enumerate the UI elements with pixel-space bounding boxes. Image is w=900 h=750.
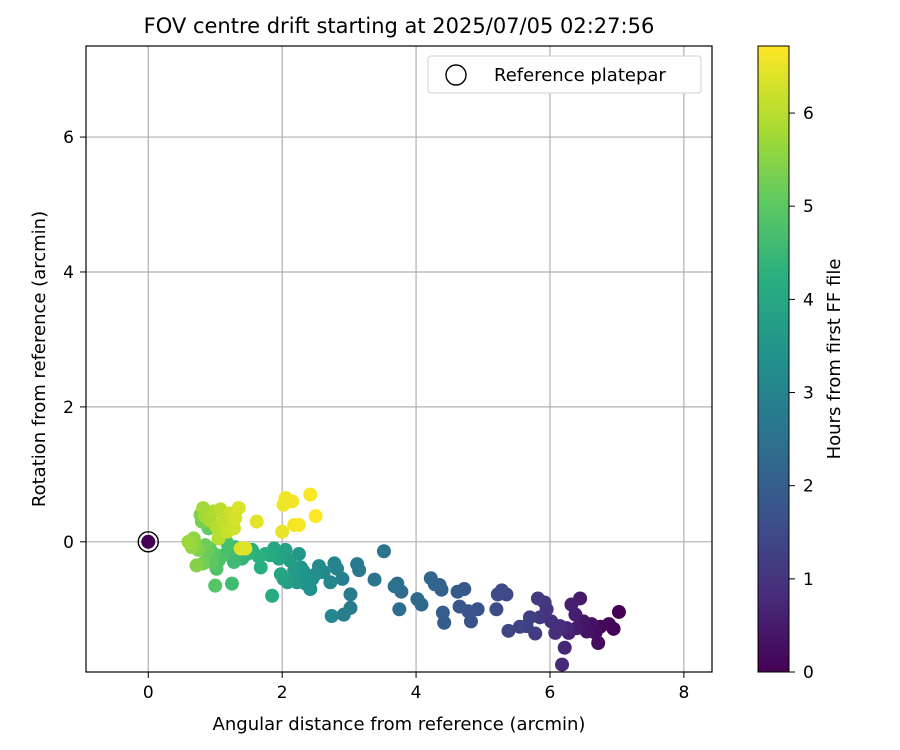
data-point (189, 558, 204, 573)
x-tick-label: 2 (277, 683, 288, 703)
data-point (489, 602, 504, 617)
colorbar-label: Hours from first FF file (824, 259, 845, 460)
y-axis-label: Rotation from reference (arcmin) (29, 211, 50, 507)
x-axis-label: Angular distance from reference (arcmin) (213, 714, 586, 735)
x-tick-label: 0 (143, 683, 154, 703)
colorbar-gradient (757, 45, 790, 673)
data-point (265, 588, 280, 603)
data-point (490, 587, 505, 602)
data-point (392, 602, 407, 617)
data-point (323, 575, 338, 590)
data-point (224, 576, 239, 591)
colorbar: 0 1 2 3 4 5 6 Hours from first FF file (757, 45, 845, 683)
data-point (253, 560, 268, 575)
grid-lines (86, 46, 712, 672)
data-point (343, 587, 358, 602)
data-point (557, 640, 572, 655)
data-point (452, 599, 467, 614)
data-point (532, 610, 547, 625)
data-point (181, 534, 196, 549)
colorbar-tick-label: 5 (803, 197, 814, 217)
data-point (249, 514, 264, 529)
plot-frame (85, 45, 713, 673)
x-axis-ticks: 0 2 4 6 8 (143, 672, 689, 703)
reference-point (141, 534, 156, 549)
y-axis-ticks: 0 2 4 6 (63, 128, 86, 553)
reference-ring (137, 531, 159, 553)
x-tick-label: 8 (678, 683, 689, 703)
data-point (544, 614, 559, 629)
data-point (564, 597, 579, 612)
data-point (555, 657, 570, 672)
y-tick-label: 0 (63, 533, 74, 553)
y-tick-label: 4 (63, 263, 74, 283)
data-point (226, 555, 241, 570)
chart-title: FOV centre drift starting at 2025/07/05 … (144, 14, 655, 38)
data-point (530, 591, 545, 606)
data-point (283, 553, 298, 568)
data-point (285, 494, 300, 509)
x-tick-label: 6 (545, 683, 556, 703)
y-tick-label: 6 (63, 128, 74, 148)
data-point (450, 584, 465, 599)
x-tick-label: 4 (411, 683, 422, 703)
data-point (208, 578, 223, 593)
data-point (387, 579, 402, 594)
data-point (273, 567, 288, 582)
reference-marker (137, 531, 159, 553)
colorbar-tick-label: 0 (803, 663, 814, 683)
colorbar-tick-label: 3 (803, 384, 814, 404)
data-point (336, 607, 351, 622)
data-point (350, 557, 365, 572)
data-point (327, 556, 342, 571)
data-point (548, 625, 563, 640)
data-point (512, 619, 527, 634)
data-point (611, 604, 626, 619)
data-point (308, 509, 323, 524)
colorbar-tick-label: 1 (803, 570, 814, 590)
legend-entry-reference-platepar: Reference platepar (494, 65, 666, 86)
data-point (423, 571, 438, 586)
data-point (291, 517, 306, 532)
data-points (181, 487, 626, 672)
data-point (231, 501, 246, 516)
data-point (324, 609, 339, 624)
data-point (410, 592, 425, 607)
data-point (275, 524, 290, 539)
y-tick-label: 2 (63, 398, 74, 418)
colorbar-ticks: 0 1 2 3 4 5 6 (789, 104, 814, 683)
legend: Reference platepar (427, 55, 702, 94)
data-point (376, 544, 391, 559)
colorbar-tick-label: 4 (803, 290, 814, 310)
colorbar-tick-label: 2 (803, 477, 814, 497)
data-point (303, 487, 318, 502)
legend-reference-marker-icon (445, 64, 467, 86)
legend-box (427, 55, 702, 94)
data-point (501, 623, 516, 638)
colorbar-tick-label: 6 (803, 104, 814, 124)
data-point (367, 572, 382, 587)
data-point (435, 605, 450, 620)
data-point (238, 541, 253, 556)
